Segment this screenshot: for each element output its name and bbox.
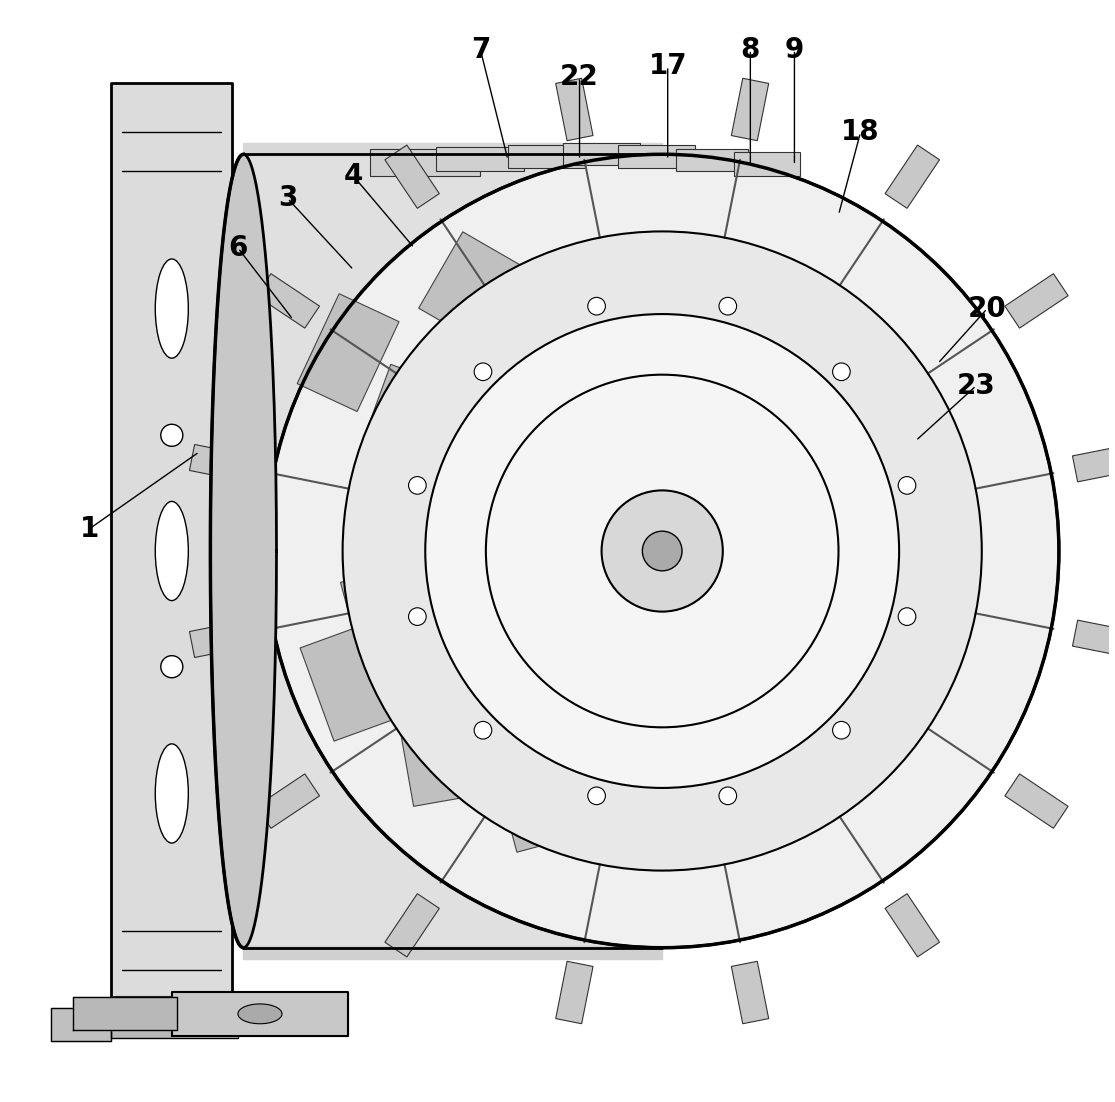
Polygon shape <box>1005 774 1068 829</box>
Text: 4: 4 <box>343 162 363 191</box>
Polygon shape <box>243 946 662 959</box>
Polygon shape <box>256 273 320 328</box>
Circle shape <box>899 608 915 626</box>
Polygon shape <box>50 1008 112 1041</box>
Bar <box>112 1005 237 1038</box>
FancyBboxPatch shape <box>298 294 399 411</box>
Polygon shape <box>385 145 439 208</box>
FancyBboxPatch shape <box>359 365 448 473</box>
Text: 1: 1 <box>79 515 99 543</box>
Ellipse shape <box>155 744 188 843</box>
Circle shape <box>833 722 851 739</box>
Ellipse shape <box>155 259 188 358</box>
Circle shape <box>408 476 426 494</box>
Polygon shape <box>731 961 768 1024</box>
FancyBboxPatch shape <box>456 322 549 428</box>
Circle shape <box>474 363 492 380</box>
Circle shape <box>161 656 183 678</box>
Polygon shape <box>1005 273 1068 328</box>
Polygon shape <box>256 774 320 829</box>
FancyBboxPatch shape <box>521 393 594 488</box>
Polygon shape <box>211 154 662 948</box>
Text: 3: 3 <box>278 184 298 213</box>
Text: 17: 17 <box>649 52 687 80</box>
Polygon shape <box>190 620 252 658</box>
Bar <box>563 143 640 165</box>
Circle shape <box>265 154 1059 948</box>
Ellipse shape <box>155 501 188 601</box>
Bar <box>436 147 524 171</box>
Circle shape <box>425 314 899 788</box>
Polygon shape <box>190 444 252 482</box>
Text: 8: 8 <box>740 35 760 64</box>
Circle shape <box>719 787 737 804</box>
Circle shape <box>474 722 492 739</box>
FancyBboxPatch shape <box>340 566 421 668</box>
FancyBboxPatch shape <box>300 625 396 742</box>
Polygon shape <box>172 992 348 1036</box>
Polygon shape <box>117 997 237 1036</box>
Bar <box>618 145 696 168</box>
Polygon shape <box>385 894 439 957</box>
Polygon shape <box>72 997 177 1030</box>
Circle shape <box>588 787 605 804</box>
Text: 6: 6 <box>229 234 248 262</box>
FancyBboxPatch shape <box>531 592 605 687</box>
Circle shape <box>899 476 915 494</box>
Circle shape <box>602 490 723 612</box>
Polygon shape <box>555 78 593 141</box>
Circle shape <box>161 424 183 446</box>
Polygon shape <box>1073 444 1115 482</box>
Circle shape <box>833 363 851 380</box>
FancyBboxPatch shape <box>495 757 575 852</box>
Text: 20: 20 <box>968 294 1007 323</box>
FancyBboxPatch shape <box>399 714 473 807</box>
Polygon shape <box>243 143 662 156</box>
Polygon shape <box>885 894 940 957</box>
Polygon shape <box>112 83 232 997</box>
Circle shape <box>642 531 682 571</box>
Text: 7: 7 <box>471 35 491 64</box>
Text: 23: 23 <box>957 371 996 400</box>
Circle shape <box>342 231 982 871</box>
Bar <box>734 152 799 176</box>
Text: 18: 18 <box>841 118 880 147</box>
FancyBboxPatch shape <box>418 231 520 342</box>
Ellipse shape <box>237 1004 282 1024</box>
Circle shape <box>588 298 605 315</box>
Polygon shape <box>555 961 593 1024</box>
Bar <box>676 149 747 171</box>
Circle shape <box>408 608 426 626</box>
Text: 22: 22 <box>560 63 599 91</box>
Polygon shape <box>1073 620 1115 658</box>
Polygon shape <box>211 154 277 948</box>
Polygon shape <box>731 78 768 141</box>
Polygon shape <box>885 145 940 208</box>
FancyBboxPatch shape <box>465 673 562 781</box>
Bar <box>370 149 481 176</box>
Bar <box>508 145 585 168</box>
Text: 9: 9 <box>785 35 804 64</box>
Circle shape <box>719 298 737 315</box>
